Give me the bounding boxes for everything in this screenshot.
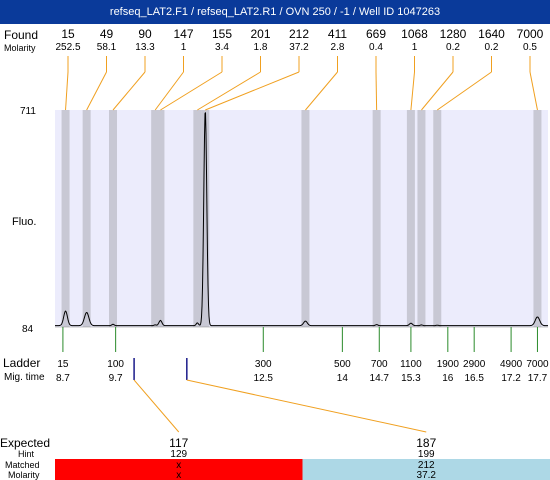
ladder-time-label: 15.3 xyxy=(401,373,421,384)
ladder-label: Ladder xyxy=(3,356,40,370)
found-link-line xyxy=(305,71,338,111)
found-size-label: 147 xyxy=(173,27,193,41)
ladder-size-label: 1900 xyxy=(437,359,460,370)
ladder-size-label: 4900 xyxy=(500,359,523,370)
found-molarity-label: 13.3 xyxy=(135,42,155,53)
found-size-label: 90 xyxy=(138,27,152,41)
found-link-line xyxy=(65,71,69,111)
ladder-time-label: 8.7 xyxy=(56,373,70,384)
found-molarity-label: 2.8 xyxy=(331,42,345,53)
found-link-line xyxy=(421,71,454,111)
ladder-time-label: 16.5 xyxy=(464,373,484,384)
found-link-line xyxy=(410,71,415,111)
ladder-size-label: 700 xyxy=(371,359,388,370)
found-link-line xyxy=(529,71,538,111)
expected-size-label: 187 xyxy=(416,436,436,450)
found-size-label: 1640 xyxy=(478,27,505,41)
found-label: Found xyxy=(4,28,38,42)
found-molarity-label: 0.2 xyxy=(446,42,460,53)
found-molarity-label: 1.8 xyxy=(254,42,268,53)
ladder-size-label: 7000 xyxy=(526,359,549,370)
matched-bar xyxy=(302,459,550,480)
mig-time-label: Mig. time xyxy=(4,372,45,383)
found-link-line xyxy=(205,71,300,111)
peak-band xyxy=(301,110,310,327)
found-link-line xyxy=(375,71,378,111)
found-molarity-label: 0.5 xyxy=(523,42,537,53)
peak-band xyxy=(406,110,415,327)
found-link-line xyxy=(160,71,223,111)
found-size-label: 212 xyxy=(289,27,309,41)
fluo-axis-label: Fluo. xyxy=(12,216,36,228)
peak-band xyxy=(109,110,117,327)
peak-band xyxy=(193,110,202,327)
matched-value-label: 212 xyxy=(418,460,435,471)
ladder-size-label: 300 xyxy=(255,359,272,370)
ladder-time-label: 16 xyxy=(442,373,454,384)
found-size-label: 1280 xyxy=(440,27,467,41)
found-link-line xyxy=(112,71,146,111)
expected-size-label: 117 xyxy=(169,436,188,450)
found-link-line xyxy=(197,71,261,111)
found-size-label: 7000 xyxy=(517,27,544,41)
found-link-line xyxy=(86,71,107,111)
found-molarity-label: 3.4 xyxy=(215,42,229,53)
y-tick-max: 711 xyxy=(20,106,36,117)
peak-band xyxy=(156,110,165,327)
peak-band xyxy=(433,110,442,327)
matched-label: Matched xyxy=(5,460,40,470)
fluorescence-trace xyxy=(55,112,548,327)
hint-value-label: 199 xyxy=(418,449,435,460)
ladder-time-label: 17.2 xyxy=(501,373,521,384)
molarity-value-label: 37.2 xyxy=(417,470,437,480)
ladder-size-label: 100 xyxy=(107,359,124,370)
ladder-size-label: 1100 xyxy=(400,359,422,370)
hint-value-label: 129 xyxy=(170,449,187,460)
found-molarity-label: 0.4 xyxy=(369,42,383,53)
found-molarity-label: 0.2 xyxy=(485,42,499,53)
matched-bar xyxy=(55,459,303,480)
y-tick-min: 84 xyxy=(22,324,34,335)
peak-band xyxy=(372,110,381,327)
found-size-label: 155 xyxy=(212,27,232,41)
window-title: refseq_LAT2.F1 / refseq_LAT2.R1 / OVN 25… xyxy=(0,0,550,24)
ladder-time-label: 12.5 xyxy=(254,373,274,384)
molarity-value-label: x xyxy=(176,470,181,480)
peak-band xyxy=(533,110,542,327)
expected-label: Expected xyxy=(0,436,50,450)
peak-band xyxy=(417,110,426,327)
found-molarity-label: 37.2 xyxy=(289,42,309,53)
molarity-row-label: Molarity xyxy=(8,470,40,480)
peak-band xyxy=(201,110,210,327)
found-size-label: 15 xyxy=(61,27,75,41)
found-size-label: 411 xyxy=(328,27,347,41)
ladder-size-label: 500 xyxy=(334,359,351,370)
found-size-label: 201 xyxy=(250,27,270,41)
matched-value-label: x xyxy=(176,460,181,471)
found-molarity-label: 252.5 xyxy=(55,42,80,53)
found-link-line xyxy=(154,71,184,111)
found-molarity-label: 1 xyxy=(412,42,418,53)
found-size-label: 1068 xyxy=(401,27,428,41)
ladder-size-label: 15 xyxy=(57,359,69,370)
found-size-label: 49 xyxy=(100,27,114,41)
found-link-line xyxy=(436,71,492,111)
ladder-size-label: 2900 xyxy=(463,359,486,370)
peak-band xyxy=(151,110,160,327)
ladder-time-label: 17.7 xyxy=(528,373,548,384)
peak-band xyxy=(82,110,91,327)
expected-link-line xyxy=(133,379,180,433)
ladder-time-label: 14 xyxy=(337,373,349,384)
found-molarity-label: 58.1 xyxy=(97,42,117,53)
ladder-time-label: 9.7 xyxy=(109,373,123,384)
expected-link-line xyxy=(186,379,427,433)
molarity-label: Molarity xyxy=(4,43,36,53)
found-molarity-label: 1 xyxy=(181,42,187,53)
found-size-label: 669 xyxy=(366,27,386,41)
hint-label: Hint xyxy=(18,449,35,459)
peak-band xyxy=(61,110,70,327)
ladder-time-label: 14.7 xyxy=(370,373,390,384)
